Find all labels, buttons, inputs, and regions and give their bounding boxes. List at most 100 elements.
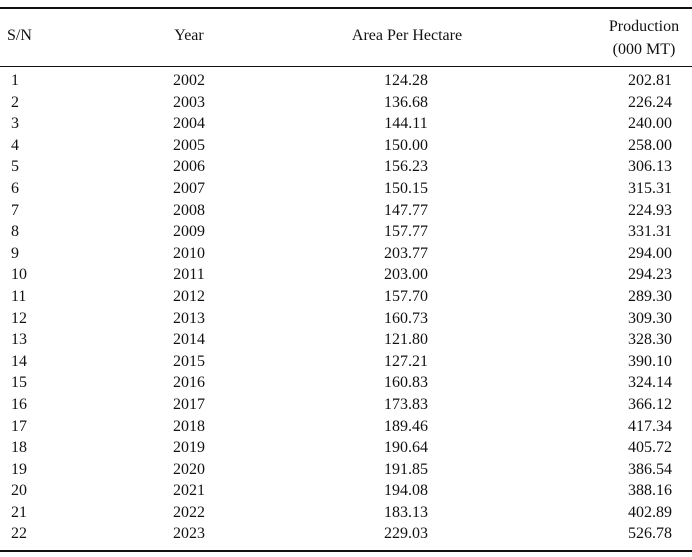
header-sn: S/N [7,27,32,44]
cell-production: 386.54 [628,460,672,478]
cell-sn: 14 [11,352,27,370]
cell-sn: 7 [11,201,19,219]
table-row: 8 2009 157.77 331.31 [0,221,692,243]
cell-sn: 11 [11,287,27,305]
cell-sn: 20 [11,482,27,500]
table-row: 13 2014 121.80 328.30 [0,329,692,351]
cell-production: 306.13 [628,158,672,176]
cell-year: 2004 [173,115,205,133]
cell-year: 2008 [173,201,205,219]
cell-production: 402.89 [628,503,672,521]
cell-area: 203.00 [384,266,428,284]
cell-year: 2013 [173,309,205,327]
cell-sn: 1 [11,72,19,89]
cell-sn: 12 [11,309,27,327]
table-row: 9 2010 203.77 294.00 [0,243,692,265]
table-row: 14 2015 127.21 390.10 [0,351,692,373]
cell-area: 194.08 [384,482,428,500]
cell-area: 229.03 [384,525,428,543]
table-header-rule [0,66,692,67]
cell-area: 147.77 [384,201,428,219]
cell-area: 191.85 [384,460,428,478]
cell-production: 294.00 [628,244,672,262]
cell-area: 183.13 [384,503,428,521]
cell-year: 2022 [173,503,205,521]
cell-year: 2017 [173,395,205,413]
table-header: S/N Year Area Per Hectare Production (00… [0,9,692,66]
cell-year: 2009 [173,223,205,241]
table-row: 1 2002 124.28 202.81 [0,70,692,92]
cell-year: 2021 [173,482,205,500]
header-year: Year [174,27,204,44]
cell-sn: 2 [11,93,19,111]
cell-sn: 19 [11,460,27,478]
table-row: 5 2006 156.23 306.13 [0,156,692,178]
cell-year: 2012 [173,287,205,305]
cell-area: 150.15 [384,179,428,197]
cell-area: 144.11 [384,115,428,133]
table-bottom-rule [0,550,692,552]
cell-sn: 4 [11,136,19,154]
table-row: 19 2020 191.85 386.54 [0,459,692,481]
cell-year: 2007 [173,179,205,197]
cell-production: 331.31 [628,223,672,241]
cell-sn: 10 [11,266,27,284]
table-body: 1 2002 124.28 202.81 2 2003 136.68 226.24 3 2004 1… [0,70,692,545]
cell-year: 2006 [173,158,205,176]
cell-area: 173.83 [384,395,428,413]
cell-production: 226.24 [628,93,672,111]
table-top-rule [0,7,692,9]
table-row: 21 2022 183.13 402.89 [0,502,692,524]
table-row: 15 2016 160.83 324.14 [0,372,692,394]
table-row: 11 2012 157.70 289.30 [0,286,692,308]
cell-year: 2005 [173,136,205,154]
table-row: 7 2008 147.77 224.93 [0,200,692,222]
cell-area: 203.77 [384,244,428,262]
cell-sn: 21 [11,503,27,521]
cell-area: 160.73 [384,309,428,327]
cell-year: 2023 [173,525,205,543]
cell-production: 224.93 [628,201,672,219]
table-row: 10 2011 203.00 294.23 [0,264,692,286]
cell-sn: 15 [11,374,27,392]
cell-area: 157.77 [384,223,428,241]
header-production-line2: (000 MT) [612,41,676,58]
cell-area: 190.64 [384,439,428,457]
cell-year: 2011 [173,266,205,284]
cell-area: 150.00 [384,136,428,154]
cell-area: 156.23 [384,158,428,176]
cell-year: 2015 [173,352,205,370]
cell-sn: 9 [11,244,19,262]
table-row: 16 2017 173.83 366.12 [0,394,692,416]
cell-sn: 18 [11,439,27,457]
cell-production: 315.31 [628,179,672,197]
cell-production: 289.30 [628,287,672,305]
cell-year: 2014 [173,331,205,349]
cell-area: 127.21 [384,352,428,370]
header-production: Production (000 MT) [596,15,692,61]
cell-area: 136.68 [384,93,428,111]
table-row: 6 2007 150.15 315.31 [0,178,692,200]
cell-sn: 3 [11,115,19,133]
cell-area: 124.28 [384,72,428,89]
cell-production: 388.16 [628,482,672,500]
cell-production: 309.30 [628,309,672,327]
table-row: 12 2013 160.73 309.30 [0,308,692,330]
cell-sn: 5 [11,158,19,176]
header-production-line1: Production [608,18,680,35]
table-row: 17 2018 189.46 417.34 [0,416,692,438]
cell-area: 189.46 [384,417,428,435]
cell-production: 417.34 [628,417,672,435]
cell-sn: 16 [11,395,27,413]
cell-production: 366.12 [628,395,672,413]
cell-area: 157.70 [384,287,428,305]
cell-sn: 6 [11,179,19,197]
cell-sn: 22 [11,525,27,543]
cell-year: 2019 [173,439,205,457]
cell-year: 2002 [173,72,205,89]
table-row: 2 2003 136.68 226.24 [0,92,692,114]
cell-year: 2010 [173,244,205,262]
header-area-per-hectare: Area Per Hectare [351,27,463,44]
table-row: 20 2021 194.08 388.16 [0,480,692,502]
table-row: 3 2004 144.11 240.00 [0,113,692,135]
